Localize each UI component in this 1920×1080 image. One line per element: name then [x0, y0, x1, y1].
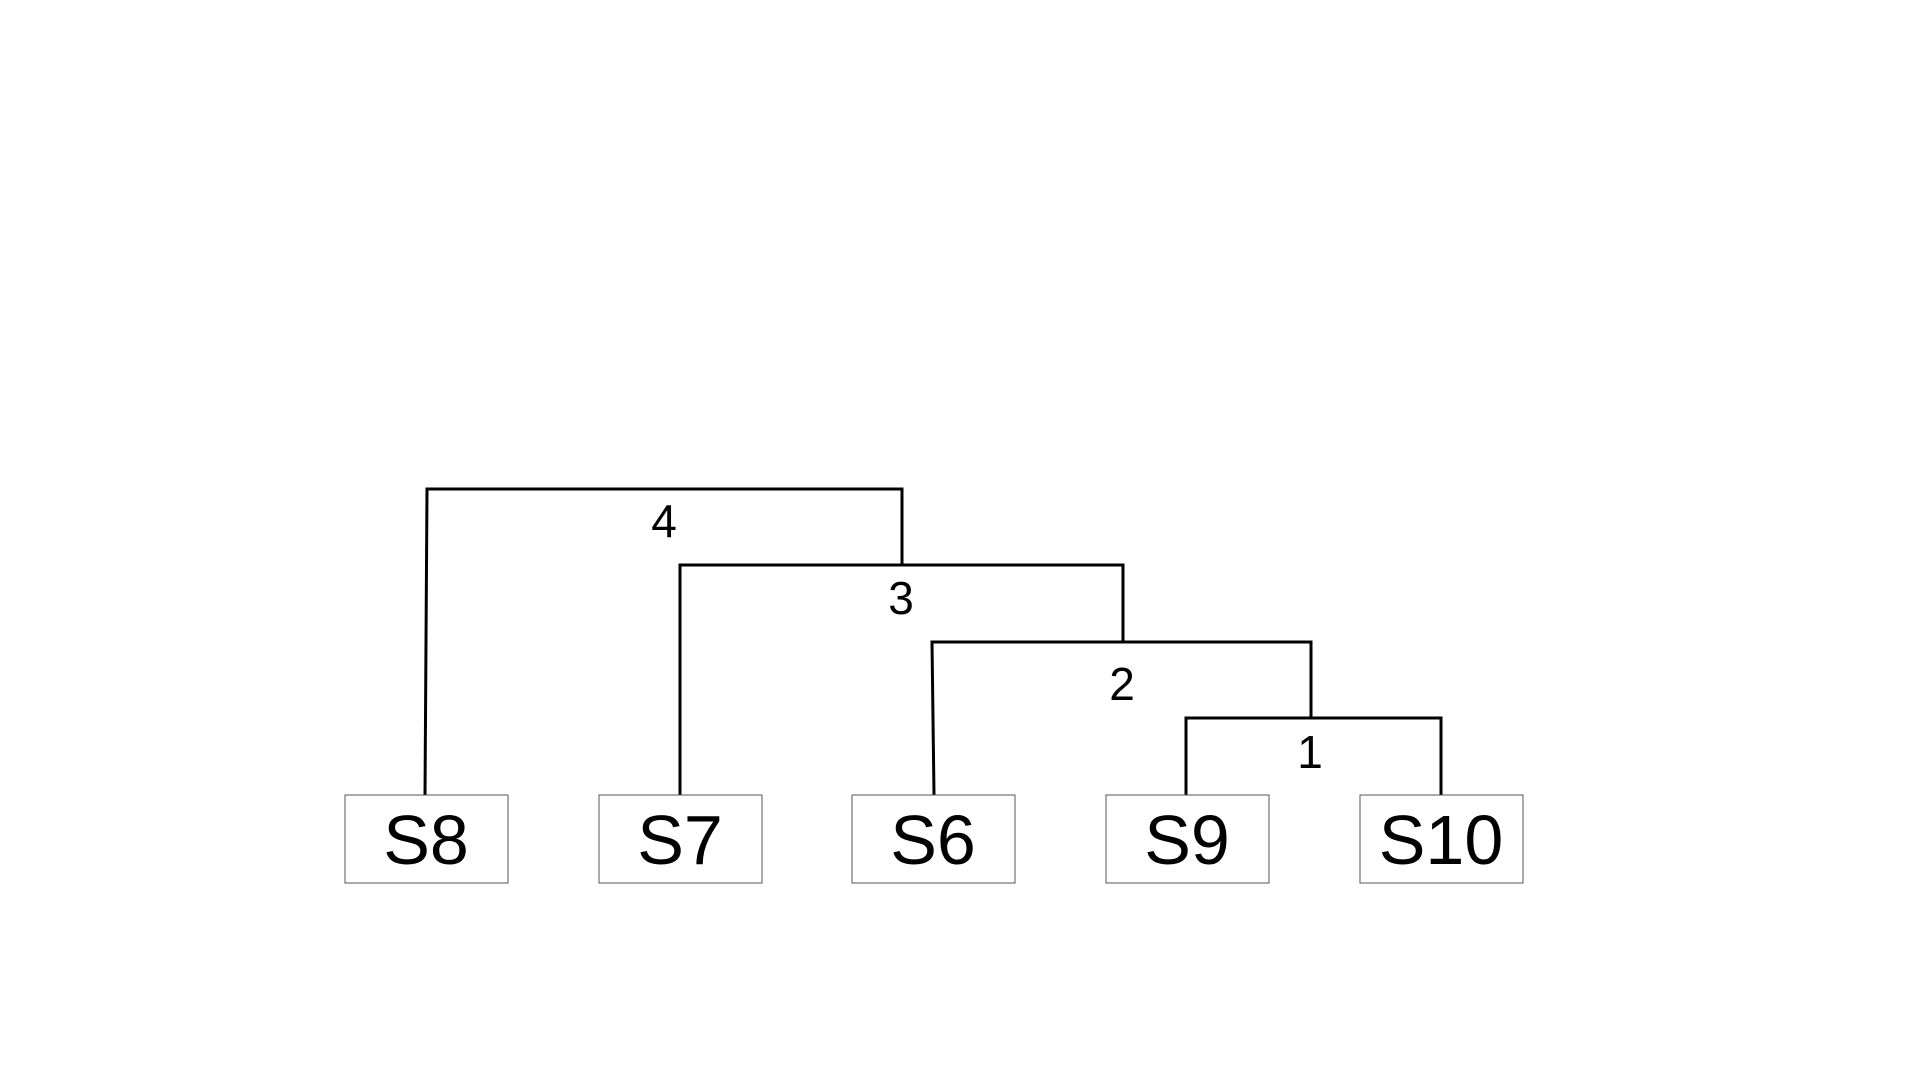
branch-merge-4 [423, 487, 904, 796]
leaf-s7: S7 [598, 794, 763, 884]
merge-label-1: 1 [1297, 726, 1323, 778]
branch-merge-1 [1184, 716, 1443, 795]
merge-labels: 1 2 3 4 [651, 495, 1323, 778]
leaf-label-s9: S9 [1144, 801, 1230, 879]
leaf-label-s8: S8 [383, 801, 469, 879]
branches [423, 487, 1443, 796]
leaf-label-s6: S6 [890, 801, 976, 879]
leaf-s10: S10 [1359, 794, 1524, 884]
leaves: S8 S7 S6 S9 S10 [344, 794, 1524, 884]
leaf-s6: S6 [851, 794, 1016, 884]
merge-label-3: 3 [888, 572, 914, 624]
leaf-s8: S8 [344, 794, 509, 884]
merge-label-4: 4 [651, 495, 677, 547]
leaf-label-s7: S7 [637, 801, 723, 879]
leaf-s9: S9 [1105, 794, 1270, 884]
merge-label-2: 2 [1109, 658, 1135, 710]
leaf-label-s10: S10 [1379, 801, 1504, 879]
